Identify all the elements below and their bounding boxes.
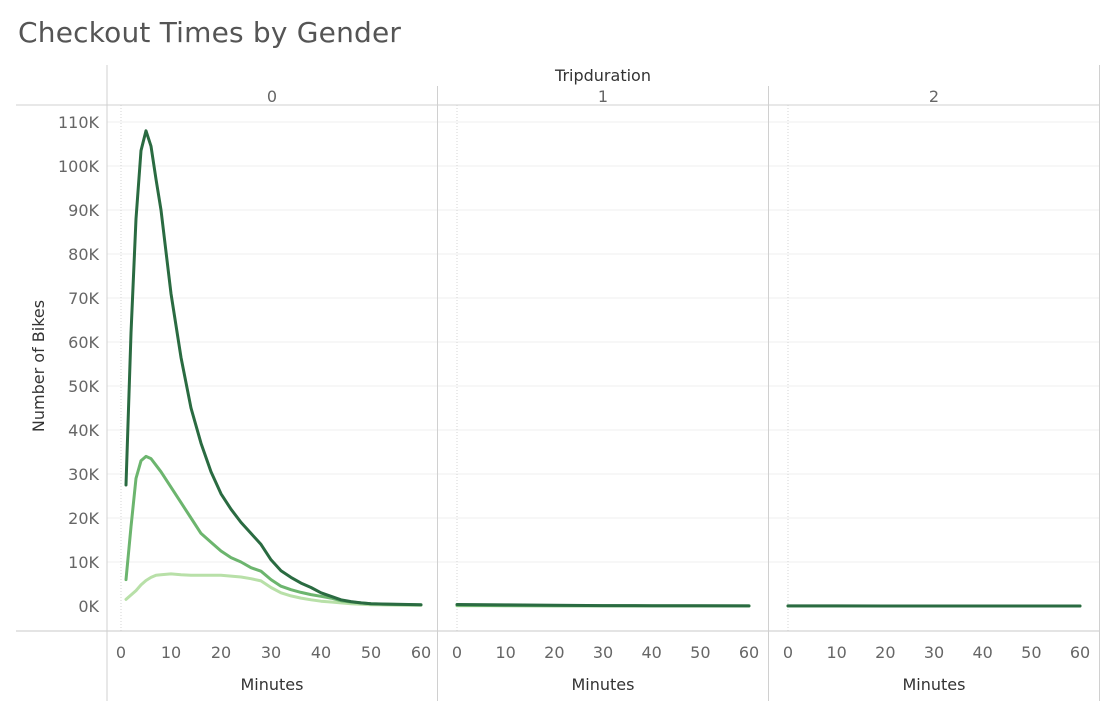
x-tick-0-20: 20 [211,643,231,662]
grid-layer [107,105,1099,631]
y-tick-100K: 100K [58,157,100,176]
facet-label-1: 1 [598,87,608,106]
x-tick-1-30: 30 [593,643,613,662]
x-tick-2-50: 50 [1021,643,1041,662]
series-line-0-2 [124,572,423,607]
facet-labels: 0 1 2 [267,87,939,106]
y-axis-title: Number of Bikes [29,300,48,432]
chart-title: Checkout Times by Gender [18,16,402,49]
x-axis-title-1: Minutes [572,675,635,694]
y-tick-0K: 0K [78,597,99,616]
x-tick-1-60: 60 [739,643,759,662]
x-tick-0-50: 50 [361,643,381,662]
series-layer [124,129,1082,608]
x-tick-2-40: 40 [972,643,992,662]
x-tick-2-20: 20 [875,643,895,662]
y-tick-70K: 70K [68,289,99,308]
x-tick-2-30: 30 [924,643,944,662]
x-tick-0-10: 10 [161,643,181,662]
x-tick-0-60: 60 [411,643,431,662]
column-header: Tripduration [554,66,651,85]
facet-label-2: 2 [929,87,939,106]
x-tick-1-10: 10 [495,643,515,662]
y-tick-110K: 110K [58,113,100,132]
y-tick-80K: 80K [68,245,99,264]
y-tick-50K: 50K [68,377,99,396]
frame-layer [16,65,1100,701]
x-tick-1-0: 0 [452,643,462,662]
x-tick-1-50: 50 [690,643,710,662]
x-axis-title-2: Minutes [903,675,966,694]
x-axis-ticks: 0 10 20 30 40 50 60 0 10 20 30 40 50 60 0 10 20 30 40 50 60 [116,643,1090,662]
x-tick-0-30: 30 [261,643,281,662]
series-line-1-0 [455,603,751,608]
facet-label-0: 0 [267,87,277,106]
x-tick-0-40: 40 [311,643,331,662]
x-tick-2-60: 60 [1070,643,1090,662]
y-tick-90K: 90K [68,201,99,220]
y-tick-10K: 10K [68,553,99,572]
series-line-0-0 [124,129,423,607]
x-tick-0-0: 0 [116,643,126,662]
y-tick-40K: 40K [68,421,99,440]
x-tick-2-10: 10 [826,643,846,662]
x-axis-titles: Minutes Minutes Minutes [241,675,966,694]
x-axis-title-0: Minutes [241,675,304,694]
x-tick-2-0: 0 [783,643,793,662]
y-tick-60K: 60K [68,333,99,352]
series-line-0-1 [124,454,423,607]
x-tick-1-20: 20 [544,643,564,662]
x-tick-1-40: 40 [641,643,661,662]
y-axis-ticks: 0K 10K 20K 30K 40K 50K 60K 70K 80K 90K 100K 110K [58,113,100,616]
y-tick-20K: 20K [68,509,99,528]
y-tick-30K: 30K [68,465,99,484]
